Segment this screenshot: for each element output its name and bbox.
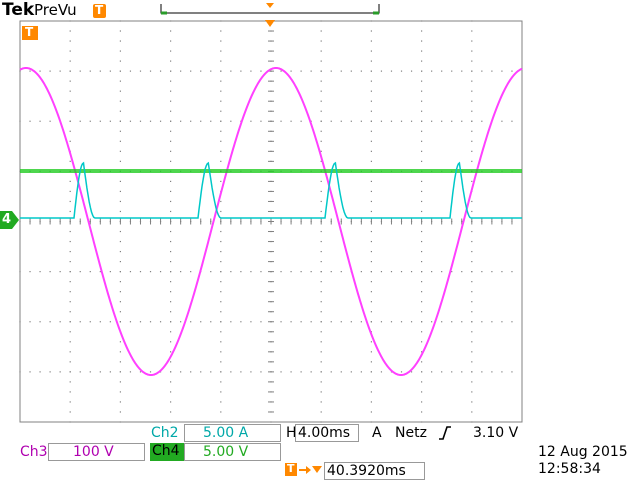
trigger-level-letter: T xyxy=(25,25,34,39)
trigger-source: Netz xyxy=(395,425,427,441)
timebase-field[interactable]: 4.00ms xyxy=(295,424,359,442)
ch2-scale: 5.00 A xyxy=(203,425,249,441)
ch4-label: Ch4 xyxy=(152,443,180,459)
ch4-ground-marker[interactable] xyxy=(0,211,20,229)
trigger-position-letter: T xyxy=(95,3,104,17)
trigger-point-marker xyxy=(265,20,275,27)
ch3-scale-field[interactable]: 100 V xyxy=(48,443,145,461)
trigger-offset-letter: T xyxy=(287,462,295,475)
ch4-scale-field[interactable]: 5.00 V xyxy=(184,443,281,461)
ch4-scale: 5.00 V xyxy=(203,444,249,460)
ch4-ground-label: 4 xyxy=(2,212,12,227)
rising-edge-icon xyxy=(439,426,451,440)
ch2-scale-field[interactable]: 5.00 A xyxy=(184,424,281,442)
ch2-waveform xyxy=(20,161,522,219)
graticule-grid xyxy=(19,20,513,423)
trigger-level: 3.10 V xyxy=(473,425,519,441)
record-view-bracket xyxy=(160,3,380,15)
date: 12 Aug 2015 xyxy=(538,444,628,460)
arrow-right-icon xyxy=(299,466,322,474)
brand-logo: Tek xyxy=(2,0,35,20)
acquisition-mode: PreVu xyxy=(34,1,77,19)
acquisition-channel: A xyxy=(372,425,382,441)
ch3-label: Ch3 xyxy=(20,444,48,460)
ch4-label-box[interactable]: Ch4 xyxy=(150,443,184,461)
horizontal-label: H xyxy=(286,425,297,441)
trigger-position: 40.3920ms xyxy=(327,463,406,479)
trigger-position-field[interactable]: 40.3920ms xyxy=(324,462,425,480)
ch3-waveform xyxy=(19,67,523,376)
time: 12:58:34 xyxy=(538,461,601,477)
ch3-scale: 100 V xyxy=(73,444,114,460)
timebase: 4.00ms xyxy=(298,425,351,441)
trigger-offset-icon: T xyxy=(285,462,297,476)
trigger-level-marker[interactable]: T xyxy=(22,25,38,40)
trigger-position-icon[interactable]: T xyxy=(93,3,106,18)
ch2-label: Ch2 xyxy=(151,425,179,441)
